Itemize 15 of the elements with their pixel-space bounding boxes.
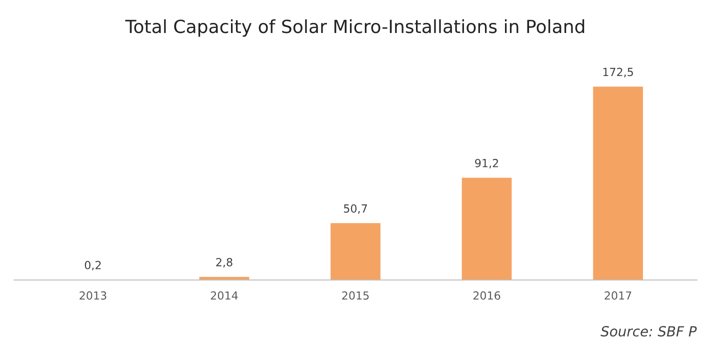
data-label: 0,2 bbox=[84, 260, 101, 270]
bar bbox=[462, 178, 512, 280]
x-tick-label: 2013 bbox=[80, 291, 106, 300]
x-tick-label: 2017 bbox=[604, 291, 632, 300]
x-tick-label: 2015 bbox=[342, 291, 369, 300]
bar bbox=[593, 86, 643, 280]
data-label: 2,8 bbox=[216, 258, 232, 268]
data-label: 91,2 bbox=[475, 158, 498, 168]
data-label: 172,5 bbox=[603, 68, 633, 78]
x-tick-label: 2014 bbox=[210, 291, 238, 300]
source-note: Source: SBF P bbox=[600, 326, 697, 337]
bar bbox=[330, 223, 380, 280]
data-label: 50,7 bbox=[344, 204, 367, 214]
chart-title: Total Capacity of Solar Micro-Installations in Poland bbox=[125, 19, 584, 37]
x-tick-label: 2016 bbox=[473, 291, 500, 300]
